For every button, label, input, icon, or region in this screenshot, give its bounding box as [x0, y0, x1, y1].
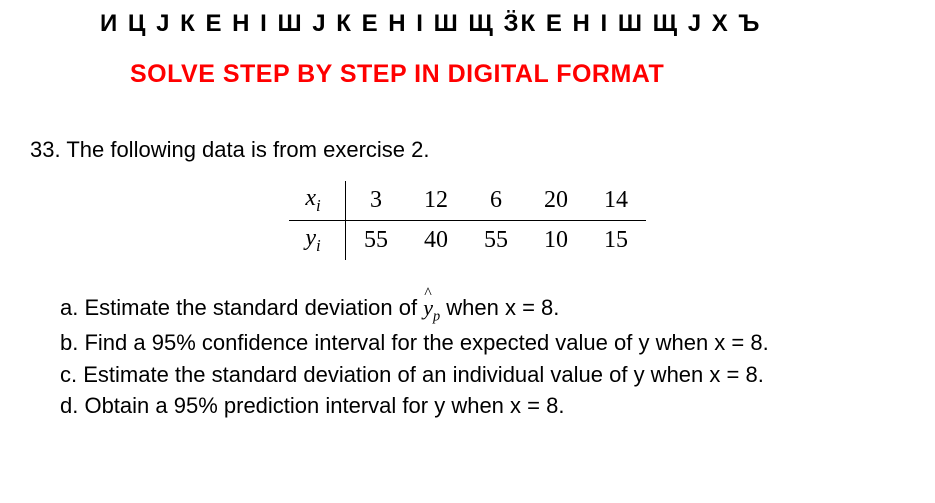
- cell: 10: [526, 220, 586, 259]
- corrupted-header-text: И Ц Ј К Е Н І Ш Ј К Е Н І Ш Щ ӞК Е Н І Ш…: [30, 10, 905, 38]
- cell: 55: [466, 220, 526, 259]
- cell: 14: [586, 181, 646, 220]
- table-row: xi 3 12 6 20 14: [289, 181, 646, 220]
- part-a-pre: a. Estimate the standard deviation of: [60, 295, 423, 320]
- cell: 40: [406, 220, 466, 259]
- question-text: The following data is from exercise 2.: [66, 137, 429, 162]
- part-d: d. Obtain a 95% prediction interval for …: [60, 390, 905, 422]
- cell: 3: [346, 181, 407, 220]
- part-a-post: when x = 8.: [446, 295, 559, 320]
- yhat-p: p: [433, 308, 440, 324]
- cell: 6: [466, 181, 526, 220]
- question-line: 33. The following data is from exercise …: [30, 137, 905, 163]
- cell: 12: [406, 181, 466, 220]
- y-subscript: i: [316, 236, 321, 255]
- cell: 20: [526, 181, 586, 220]
- hat-icon: ^: [424, 282, 432, 305]
- part-c: c. Estimate the standard deviation of an…: [60, 359, 905, 391]
- cell: 15: [586, 220, 646, 259]
- row-header-y: yi: [289, 220, 346, 259]
- data-table-wrap: xi 3 12 6 20 14 yi 55 40 55 10 15: [30, 181, 905, 260]
- question-number: 33.: [30, 137, 61, 162]
- part-b: b. Find a 95% confidence interval for th…: [60, 327, 905, 359]
- data-table: xi 3 12 6 20 14 yi 55 40 55 10 15: [289, 181, 646, 260]
- part-a: a. Estimate the standard deviation of ^ …: [60, 292, 905, 327]
- row-header-x: xi: [289, 181, 346, 220]
- cell: 55: [346, 220, 407, 259]
- x-symbol: x: [305, 185, 316, 211]
- solve-heading: SOLVE STEP BY STEP IN DIGITAL FORMAT: [30, 60, 905, 89]
- y-symbol: y: [305, 225, 316, 251]
- x-subscript: i: [316, 196, 321, 215]
- table-row: yi 55 40 55 10 15: [289, 220, 646, 259]
- yhat-symbol: ^ yp: [423, 292, 440, 327]
- question-parts: a. Estimate the standard deviation of ^ …: [30, 292, 905, 423]
